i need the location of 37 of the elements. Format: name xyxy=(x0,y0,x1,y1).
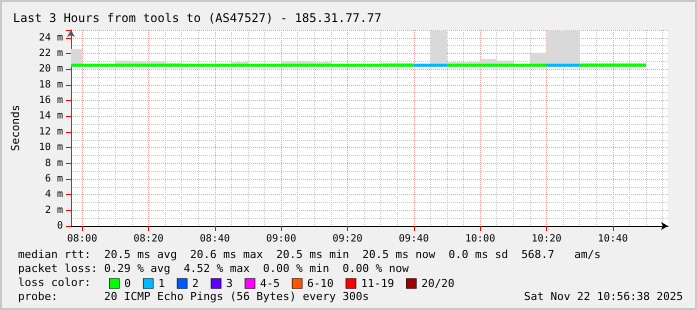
chart-title: Last 3 Hours from tools to (AS47527) - 185.31.77.77 xyxy=(13,11,382,25)
x-tick-label: 09:40 xyxy=(398,234,429,244)
y-tick-label: 22 m xyxy=(38,48,63,60)
legend-label: 3 xyxy=(226,277,233,290)
legend-label: 11-19 xyxy=(360,277,394,290)
text: median rtt: 20.5 ms avg 20.6 ms max 20.5 ms min 20.5 ms now 0.0 ms sd 568.7 am/s xyxy=(18,248,601,261)
y-tick-label: 14 m xyxy=(38,110,63,122)
x-tick-label: 10:40 xyxy=(598,234,628,244)
y-tick-label: 8 m xyxy=(44,158,63,169)
text: Sat Nov 22 10:56:38 2025 xyxy=(524,290,684,303)
y-tick-label: 12 m xyxy=(38,126,63,138)
y-tick-label: 18 m xyxy=(38,79,63,90)
y-tick-label: 2 m xyxy=(44,204,63,216)
x-tick-label: 08:40 xyxy=(200,234,230,244)
legend-label: 6-10 xyxy=(307,277,334,290)
x-tick-label: 08:20 xyxy=(133,234,164,244)
y-tick-label: 10 m xyxy=(38,142,63,154)
y-tick-label: 4 m xyxy=(44,189,63,200)
text: probe: 20 ICMP Echo Pings (56 Bytes) every 300s xyxy=(18,290,369,303)
y-tick-label: 24 m xyxy=(38,32,63,44)
legend-title: loss color: xyxy=(18,276,91,289)
y-tick-label: 6 m xyxy=(44,173,63,184)
y-tick-label: 16 m xyxy=(38,95,63,106)
y-axis-title: Seconds xyxy=(9,104,22,152)
y-tick-label: 0 xyxy=(56,220,63,232)
legend-label: 1 xyxy=(158,277,165,290)
legend-label: 20/20 xyxy=(421,277,454,290)
legend-label: 2 xyxy=(192,277,199,290)
x-tick-label: 08:00 xyxy=(67,234,98,244)
x-tick-label: 10:20 xyxy=(531,234,562,244)
legend-label: 4-5 xyxy=(260,277,280,290)
x-tick-label: 10:00 xyxy=(465,234,496,244)
legend-label: 0 xyxy=(124,277,131,290)
x-tick-label: 09:20 xyxy=(332,234,363,244)
text: packet loss: 0.29 % avg 4.52 % max 0.00 % min 0.00 % now xyxy=(18,262,410,275)
y-tick-label: 20 m xyxy=(38,64,63,75)
x-tick-label: 09:00 xyxy=(266,234,296,244)
